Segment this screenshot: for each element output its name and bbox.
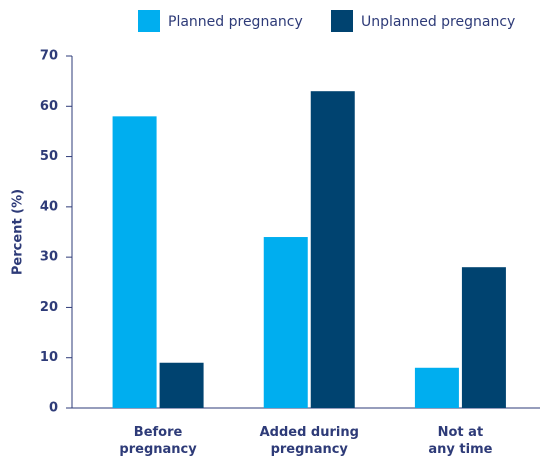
y-tick-label: 60 [40, 99, 58, 114]
legend-label: Unplanned pregnancy [361, 14, 515, 30]
x-tick-label-box: Added during pregnancy [259, 425, 359, 457]
legend-label: Planned pregnancy [168, 14, 303, 30]
y-tick-label: 40 [40, 199, 58, 214]
bar [310, 91, 355, 408]
legend-swatch [331, 10, 353, 32]
x-tick-label-box: Not at any time [428, 425, 493, 457]
x-tick-label: Before pregnancy [119, 425, 197, 457]
bar [159, 362, 204, 408]
bar [414, 367, 459, 408]
y-tick-label: 50 [40, 149, 58, 164]
bar [112, 116, 157, 408]
y-tick-label: 70 [40, 49, 58, 64]
y-tick-label: 30 [40, 250, 58, 265]
y-axis-label: Percent (%) [11, 189, 26, 275]
x-tick-label: Added during pregnancy [259, 425, 359, 457]
y-tick-label: 10 [40, 350, 58, 365]
y-tick-label: 20 [40, 300, 58, 315]
x-tick-label: Not at any time [428, 425, 493, 457]
x-tick-label-box: Before pregnancy [119, 425, 197, 457]
bar [263, 237, 308, 408]
y-tick-label: 0 [49, 401, 58, 416]
legend-swatch [138, 10, 160, 32]
bar [461, 267, 506, 408]
